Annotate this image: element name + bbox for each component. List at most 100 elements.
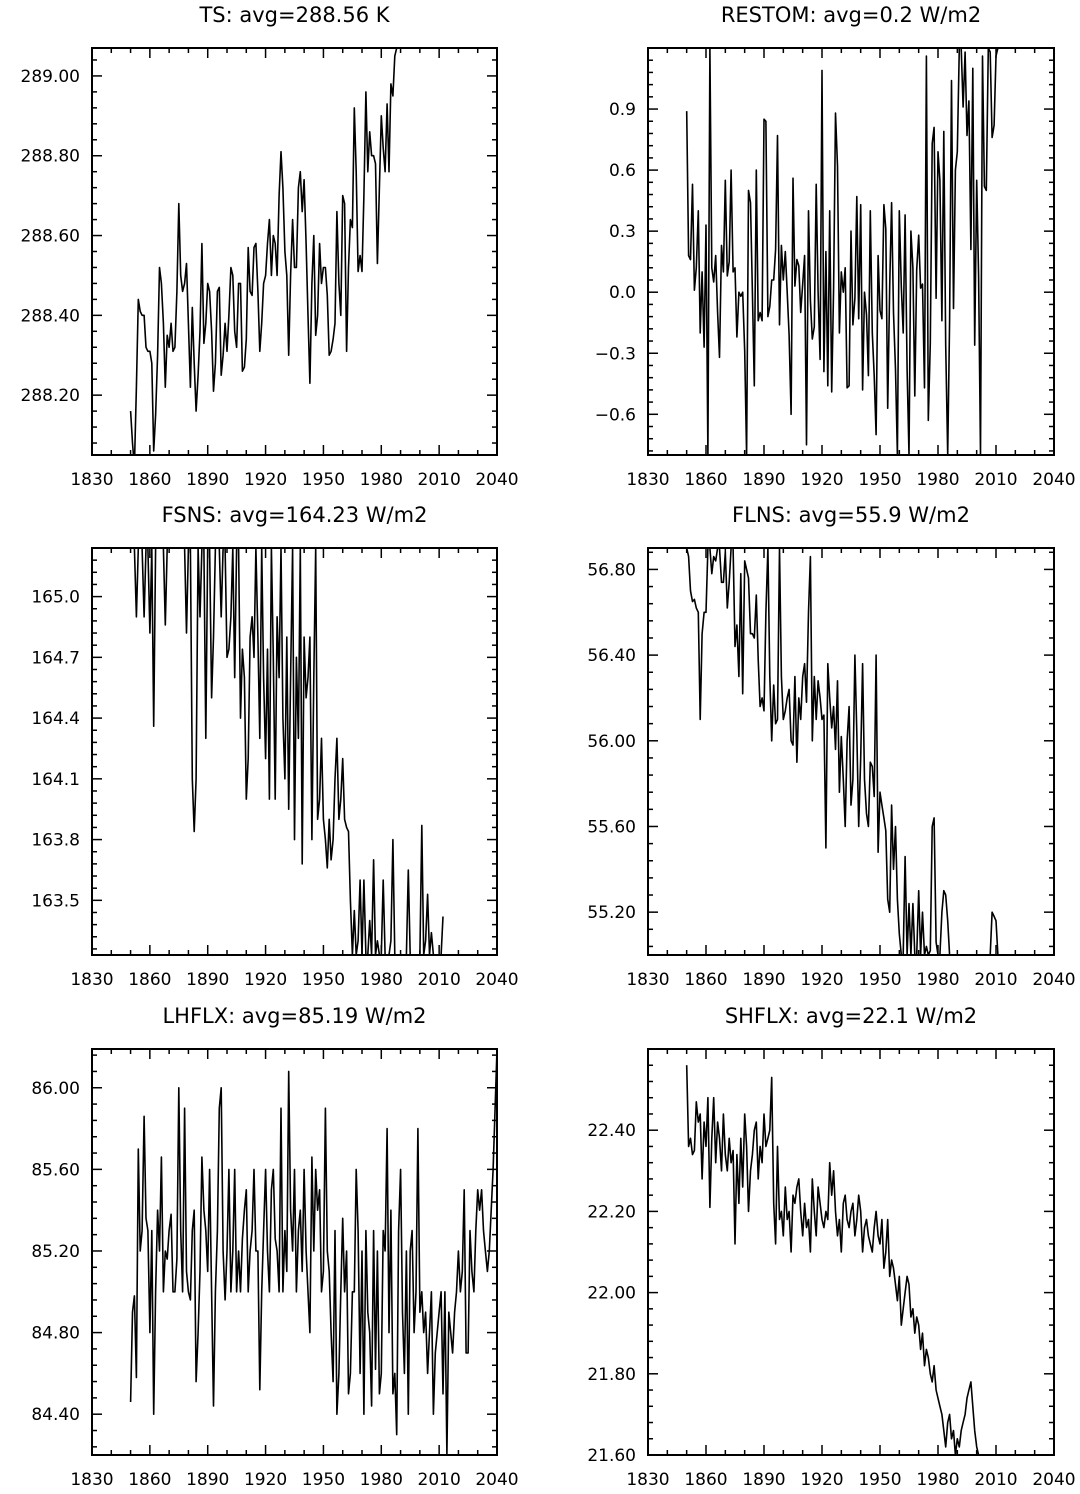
x-tick-label: 1830 [626,970,669,990]
series-line [685,548,1008,955]
x-tick-label: 2010 [418,1470,461,1490]
x-tick-label: 1830 [70,1470,113,1490]
y-tick-label: 288.80 [21,147,80,167]
x-tick-label: 1860 [684,970,727,990]
x-tick-label: 1920 [244,470,287,490]
y-tick-label: 56.80 [587,560,636,580]
x-tick-label: 1830 [70,470,113,490]
y-tick-label: 165.0 [31,588,80,608]
x-tick-label: 1830 [70,970,113,990]
chart-title: TS: avg=288.56 K [198,3,390,27]
x-tick-label: 2040 [1032,970,1075,990]
y-tick-label: 0.3 [609,222,636,242]
x-tick-label: 2040 [475,1470,518,1490]
x-tick-label: 1950 [858,470,901,490]
x-tick-label: 1890 [186,1470,229,1490]
series-line [130,548,444,955]
y-tick-label: 85.60 [31,1160,80,1180]
plot-frame [647,547,1055,956]
y-tick-label: 21.80 [587,1365,636,1385]
x-tick-label: 1920 [800,1470,843,1490]
y-tick-label: 85.20 [31,1242,80,1262]
y-tick-label: 22.20 [587,1202,636,1222]
chart-panel-2: RESTOM: avg=0.2 W/m2 1830 1860 1890 1920 1950… [595,3,1076,490]
y-tick-label: 56.00 [587,732,636,752]
y-tick-label: 164.7 [31,648,80,668]
x-tick-label: 1980 [916,970,959,990]
x-tick-label: 1950 [858,970,901,990]
x-tick-label: 1950 [858,1470,901,1490]
plot-frame [91,547,498,956]
x-tick-label: 1920 [800,470,843,490]
series-line [685,1065,993,1455]
chart-title: FSNS: avg=164.23 W/m2 [162,503,428,527]
x-tick-label: 2040 [475,470,518,490]
y-tick-label: 22.40 [587,1121,636,1141]
y-tick-label: −0.3 [595,344,636,364]
series-line [129,48,398,455]
y-tick-label: 84.80 [31,1324,80,1344]
x-tick-label: 1860 [128,970,171,990]
x-tick-label: 1890 [186,970,229,990]
chart-panel-3: FSNS: avg=164.23 W/m2 1830 1860 1890 1920 195… [31,503,518,990]
series-line [685,48,999,455]
x-tick-label: 2010 [974,970,1017,990]
x-tick-label: 2040 [1032,1470,1075,1490]
y-tick-label: 22.00 [587,1284,636,1304]
y-tick-label: 288.40 [21,306,80,326]
x-tick-label: 1980 [360,970,403,990]
chart-panel-4: FLNS: avg=55.9 W/m2 1830 1860 1890 1920 1950 1… [587,503,1075,990]
x-tick-label: 1890 [742,970,785,990]
plot-frame [647,47,1055,456]
chart-title: LHFLX: avg=85.19 W/m2 [162,1004,426,1028]
y-tick-label: 288.60 [21,227,80,247]
x-tick-label: 1890 [186,470,229,490]
x-tick-label: 2010 [418,470,461,490]
y-tick-label: 0.6 [609,161,636,181]
series-line [129,1049,497,1455]
chart-panel-6: SHFLX: avg=22.1 W/m2 1830 1860 1890 1920 1950… [587,1004,1075,1490]
x-tick-label: 1980 [360,1470,403,1490]
x-tick-label: 1860 [128,470,171,490]
x-tick-label: 1890 [742,470,785,490]
y-tick-label: 164.4 [31,709,80,729]
x-tick-label: 1980 [916,470,959,490]
y-tick-label: 164.1 [31,770,80,790]
y-tick-label: 289.00 [21,67,80,87]
plot-frame [647,1048,1055,1456]
x-tick-label: 1950 [302,470,345,490]
x-tick-label: 2010 [974,1470,1017,1490]
x-tick-label: 1920 [800,970,843,990]
y-tick-label: 0.9 [609,100,636,120]
y-tick-label: 0.0 [609,283,636,303]
chart-title: SHFLX: avg=22.1 W/m2 [725,1004,977,1028]
chart-panel-5: LHFLX: avg=85.19 W/m2 1830 1860 1890 1920 195… [31,1004,518,1490]
x-tick-label: 1950 [302,970,345,990]
y-tick-label: −0.6 [595,405,636,425]
plot-frame [91,1048,498,1456]
y-tick-label: 86.00 [31,1079,80,1099]
y-tick-label: 21.60 [587,1446,636,1466]
chart-title: RESTOM: avg=0.2 W/m2 [721,3,981,27]
y-tick-label: 56.40 [587,646,636,666]
x-tick-label: 1830 [626,470,669,490]
x-tick-label: 2040 [1032,470,1075,490]
chart-panel-1: TS: avg=288.56 K 1830 1860 1890 1920 1950 1980… [21,3,519,490]
x-tick-label: 1920 [244,970,287,990]
y-tick-label: 55.20 [587,903,636,923]
y-tick-label: 55.60 [587,817,636,837]
x-tick-label: 1920 [244,1470,287,1490]
y-tick-label: 84.40 [31,1405,80,1425]
x-tick-label: 2040 [475,970,518,990]
x-tick-label: 1860 [128,1470,171,1490]
x-tick-label: 1980 [360,470,403,490]
x-tick-label: 1980 [916,1470,959,1490]
x-tick-label: 2010 [418,970,461,990]
x-tick-label: 1860 [684,470,727,490]
y-tick-label: 163.8 [31,831,80,851]
x-tick-label: 1890 [742,1470,785,1490]
y-tick-label: 288.20 [21,386,80,406]
x-tick-label: 1950 [302,1470,345,1490]
chart-title: FLNS: avg=55.9 W/m2 [732,503,970,527]
